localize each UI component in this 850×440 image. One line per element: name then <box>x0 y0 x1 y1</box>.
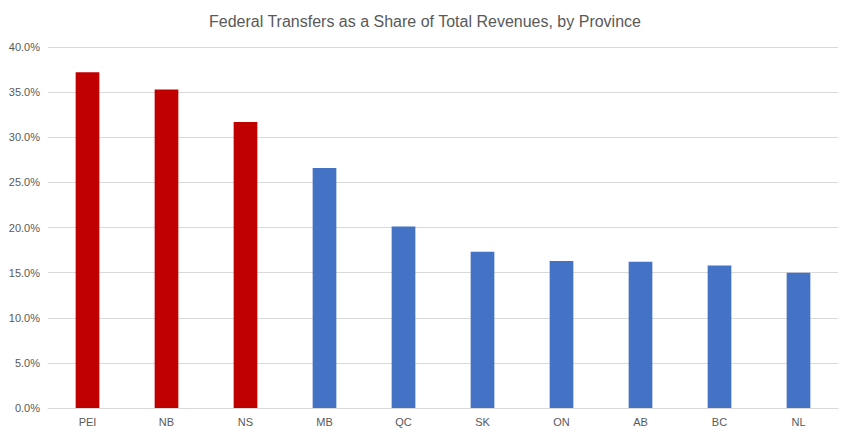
svg-text:20.0%: 20.0% <box>9 222 40 234</box>
svg-text:AB: AB <box>633 416 648 428</box>
svg-text:PEI: PEI <box>79 416 97 428</box>
svg-text:Federal Transfers as a Share o: Federal Transfers as a Share of Total Re… <box>209 13 641 30</box>
svg-text:5.0%: 5.0% <box>15 357 40 369</box>
svg-text:SK: SK <box>475 416 490 428</box>
svg-text:QC: QC <box>395 416 412 428</box>
svg-text:40.0%: 40.0% <box>9 41 40 53</box>
svg-text:NS: NS <box>238 416 253 428</box>
svg-text:NB: NB <box>159 416 174 428</box>
svg-text:15.0%: 15.0% <box>9 267 40 279</box>
svg-text:30.0%: 30.0% <box>9 131 40 143</box>
svg-text:35.0%: 35.0% <box>9 86 40 98</box>
svg-text:MB: MB <box>316 416 333 428</box>
svg-text:ON: ON <box>553 416 570 428</box>
svg-text:25.0%: 25.0% <box>9 176 40 188</box>
svg-text:BC: BC <box>712 416 727 428</box>
svg-text:10.0%: 10.0% <box>9 312 40 324</box>
svg-text:0.0%: 0.0% <box>15 402 40 414</box>
svg-text:NL: NL <box>791 416 805 428</box>
